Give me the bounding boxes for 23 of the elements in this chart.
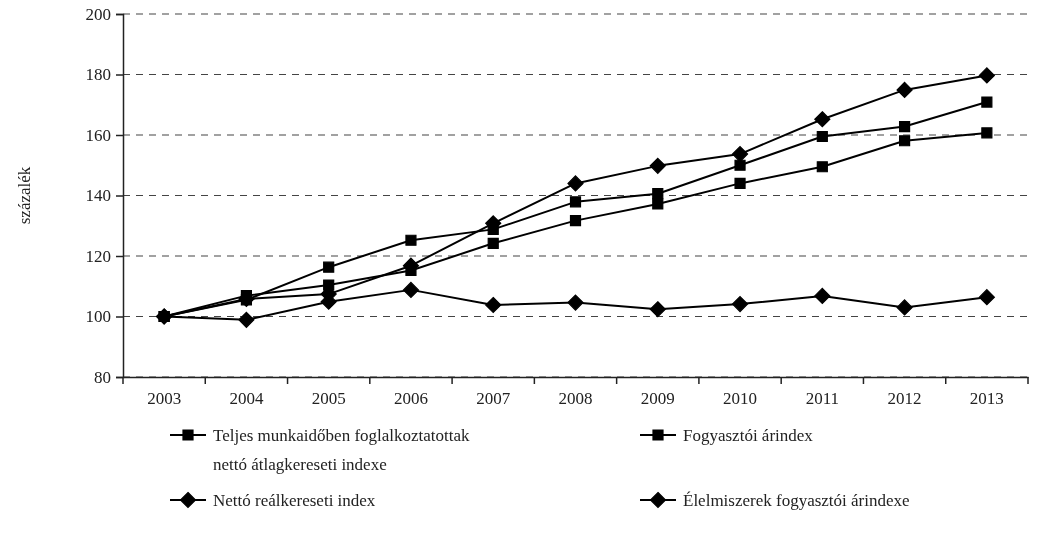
x-tick-label: 2005 (311, 388, 346, 408)
y-tick-label: 120 (85, 246, 111, 266)
y-tick-label: 80 (94, 367, 111, 387)
x-tick-label: 2009 (640, 388, 675, 408)
x-tick-label: 2011 (805, 388, 840, 408)
y-tick-label: 140 (85, 186, 111, 206)
legend-label: Nettó reálkereseti index (213, 491, 376, 510)
x-tick-label: 2003 (147, 388, 182, 408)
x-tick-label: 2006 (393, 388, 428, 408)
x-tick-label: 2007 (476, 388, 511, 408)
y-tick-label: 180 (85, 65, 111, 85)
legend-label: Teljes munkaidőben foglalkoztatottak nettó átlagkereseti indexe (213, 426, 471, 474)
x-tick-label: 2010 (723, 388, 758, 408)
legend-label: Élelmiszerek fogyasztói árindexe (683, 491, 910, 510)
y-tick-label: 200 (85, 4, 111, 24)
x-tick-label: 2012 (887, 388, 922, 408)
y-tick-label: 100 (85, 307, 111, 327)
y-axis-title: százalék (15, 166, 34, 225)
x-tick-label: 2008 (558, 388, 593, 408)
legend-label: Fogyasztói árindex (683, 426, 814, 445)
x-tick-label: 2004 (229, 388, 264, 408)
x-tick-label: 2013 (969, 388, 1004, 408)
y-tick-label: 160 (85, 125, 111, 145)
